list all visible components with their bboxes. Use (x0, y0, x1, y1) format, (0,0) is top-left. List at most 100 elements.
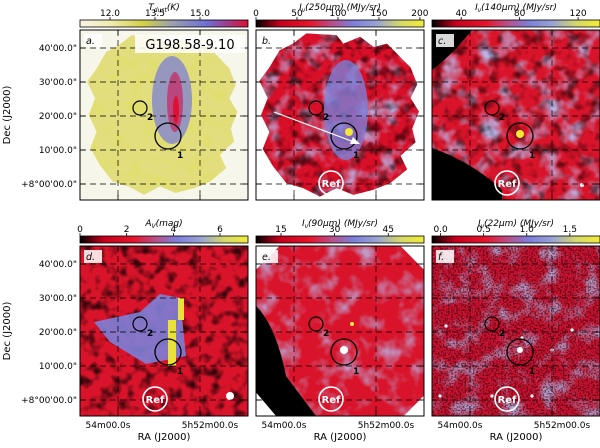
x-tick-label: 54m00.0s (262, 421, 307, 431)
clump-1-circle (330, 122, 358, 150)
y-tick-label: 30'00.0" (39, 294, 77, 304)
frame-ticks (80, 246, 248, 416)
clump-2-label: 2 (499, 113, 505, 123)
y-tick-label: 30'00.0" (39, 78, 77, 88)
clump-2-label: 2 (323, 113, 329, 123)
clump-1-circle (506, 338, 534, 366)
clump-1-circle (154, 122, 182, 150)
map-image-c (432, 30, 600, 200)
colorbar-tick-label: 40 (455, 9, 467, 19)
colorbar-tick-label: 0 (253, 9, 259, 19)
y-tick-label: 20'00.0" (39, 328, 77, 338)
map-image-e (256, 246, 424, 416)
panel-a: Tdust(K) 12.0 13.5 15.0 a. 2 1 G198.58-9.10 40'0… (2, 3, 249, 201)
colorbar-tick-label: 15.0 (190, 9, 210, 19)
panel-label-box (436, 34, 454, 47)
colorbar (255, 19, 425, 28)
colorbar-tick-label: 12.0 (100, 9, 120, 19)
frame-ticks (256, 246, 424, 416)
y-tick-label: +8°00'00.0" (21, 396, 77, 406)
ref-label: Ref (498, 395, 517, 406)
colorbar (79, 235, 249, 244)
y-axis-label: Dec (J2000) (2, 86, 13, 145)
map-image-d (80, 246, 248, 416)
frame-ticks (432, 30, 600, 200)
clump-1-label: 1 (353, 367, 359, 377)
panel-label-box (84, 250, 102, 263)
clump-2-circle (308, 316, 324, 332)
colorbar-tick-label: 150 (370, 9, 387, 19)
panel-label: f. (438, 252, 444, 263)
panel-label: a. (86, 36, 95, 47)
colorbar-tick-label: 6 (217, 225, 223, 235)
map-image-b (256, 30, 424, 200)
clump-2-label: 2 (147, 113, 153, 123)
x-axis-label: RA (J2000) (490, 432, 543, 443)
map-frame (79, 245, 249, 417)
panel-label-box (260, 250, 278, 263)
panel-title: Iν(90μm) (MJy/sr) (302, 219, 378, 230)
map-image-a (80, 30, 248, 200)
clump-1-label: 1 (529, 151, 535, 161)
y-tick-label: 40'00.0" (39, 44, 77, 54)
colorbar-tick-label: 50 (291, 9, 303, 19)
ref-label: Ref (146, 395, 165, 406)
coordinate-grid (432, 246, 600, 416)
ref-circle (318, 386, 344, 412)
source-label-box (135, 35, 245, 53)
ref-circle (318, 170, 344, 196)
colorbar-tick-label: 1.0 (520, 225, 535, 235)
frame-ticks (256, 30, 424, 200)
colorbar-tick-label: 0 (77, 225, 83, 235)
ref-label: Ref (322, 179, 341, 190)
panel-title: Iν(250μm) (MJy/sr) (299, 3, 381, 14)
y-tick-label: 10'00.0" (39, 146, 77, 156)
source-label: G198.58-9.10 (145, 38, 234, 53)
coordinate-grid (256, 30, 424, 200)
map-frame (255, 29, 425, 201)
colorbar (431, 235, 600, 244)
frame-ticks (80, 30, 248, 200)
colorbar-tick-label: 200 (411, 9, 428, 19)
panel-label: c. (438, 36, 446, 47)
clump-2-circle (308, 100, 324, 116)
map-image-f (432, 246, 600, 416)
x-axis-label: RA (J2000) (314, 432, 367, 443)
colorbar-tick-label: 13.5 (145, 9, 165, 19)
clump-2-label: 2 (147, 329, 153, 339)
clump-1-circle (506, 122, 534, 150)
colorbar-tick-label: 80 (514, 9, 526, 19)
panel-d: AV(mag) 0 2 4 6 d. 2 1 Ref 40'00.0" 30'00.0" 20'00.… (2, 219, 249, 443)
x-tick-label: 54m00.0s (438, 421, 483, 431)
coordinate-grid (80, 246, 248, 416)
x-tick-label: 5h52m00.0s (358, 421, 415, 431)
clump-1-label: 1 (177, 151, 183, 161)
panel-b: Iν(250μm) (MJy/sr) 0 50 100 150 200 b. 2 1 Ref (253, 3, 429, 201)
panel-f: Iν(22μm) (MJy/sr) 0.0 0.5 1.0 1.5 f. 2 1 Ref 54m0… (431, 219, 600, 443)
colorbar-tick-label: 2 (124, 225, 130, 235)
x-tick-label: 54m00.0s (86, 421, 131, 431)
map-frame (431, 245, 600, 417)
y-tick-label: +8°00'00.0" (21, 180, 77, 190)
ref-label: Ref (322, 395, 341, 406)
colorbar (431, 19, 600, 28)
colorbar-tick-label: 0.0 (433, 225, 448, 235)
coordinate-grid (256, 246, 424, 416)
panel-title: Iν(22μm) (MJy/sr) (478, 219, 554, 230)
colorbar (255, 235, 425, 244)
y-tick-label: 20'00.0" (39, 112, 77, 122)
coordinate-grid (432, 30, 600, 200)
clump-2-circle (484, 100, 500, 116)
panel-label-box (84, 34, 102, 47)
clump-1-circle (330, 338, 358, 366)
colorbar-tick-label: 1.5 (563, 225, 577, 235)
arrow-head (350, 137, 360, 144)
clump-2-circle (484, 316, 500, 332)
x-axis-label: RA (J2000) (138, 432, 191, 443)
clump-1-label: 1 (353, 151, 359, 161)
direction-arrow (273, 111, 355, 143)
colorbar-tick-label: 45 (383, 225, 394, 235)
y-tick-label: 40'00.0" (39, 260, 77, 270)
colorbar (79, 19, 249, 28)
